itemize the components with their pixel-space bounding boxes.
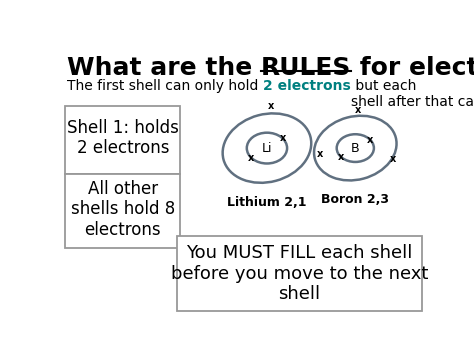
Text: RULES: RULES [261, 56, 351, 80]
Text: All other
shells hold 8
electrons: All other shells hold 8 electrons [71, 180, 175, 239]
Text: The first shell can only hold: The first shell can only hold [67, 79, 263, 93]
Text: x: x [356, 105, 362, 115]
Text: Li: Li [262, 142, 272, 154]
Text: x: x [337, 152, 344, 162]
FancyBboxPatch shape [65, 174, 180, 248]
Text: Shell 1: holds
2 electrons: Shell 1: holds 2 electrons [67, 119, 179, 158]
FancyBboxPatch shape [177, 236, 422, 311]
Text: x: x [280, 133, 286, 143]
Text: x: x [268, 101, 274, 111]
Text: You MUST FILL each shell
before you move to the next
shell: You MUST FILL each shell before you move… [171, 244, 428, 304]
Text: x: x [317, 149, 323, 159]
Text: B: B [351, 142, 360, 154]
Text: 2 electrons: 2 electrons [263, 79, 350, 93]
Text: x: x [367, 135, 373, 144]
Text: x: x [389, 154, 396, 164]
Text: Boron 2,3: Boron 2,3 [321, 193, 389, 206]
Text: x: x [247, 153, 254, 163]
Text: Lithium 2,1: Lithium 2,1 [227, 196, 307, 209]
Text: but each
shell after that can hold 8.: but each shell after that can hold 8. [350, 79, 474, 109]
Text: for electrons?: for electrons? [351, 56, 474, 80]
FancyBboxPatch shape [65, 106, 180, 174]
Text: What are the: What are the [67, 56, 261, 80]
